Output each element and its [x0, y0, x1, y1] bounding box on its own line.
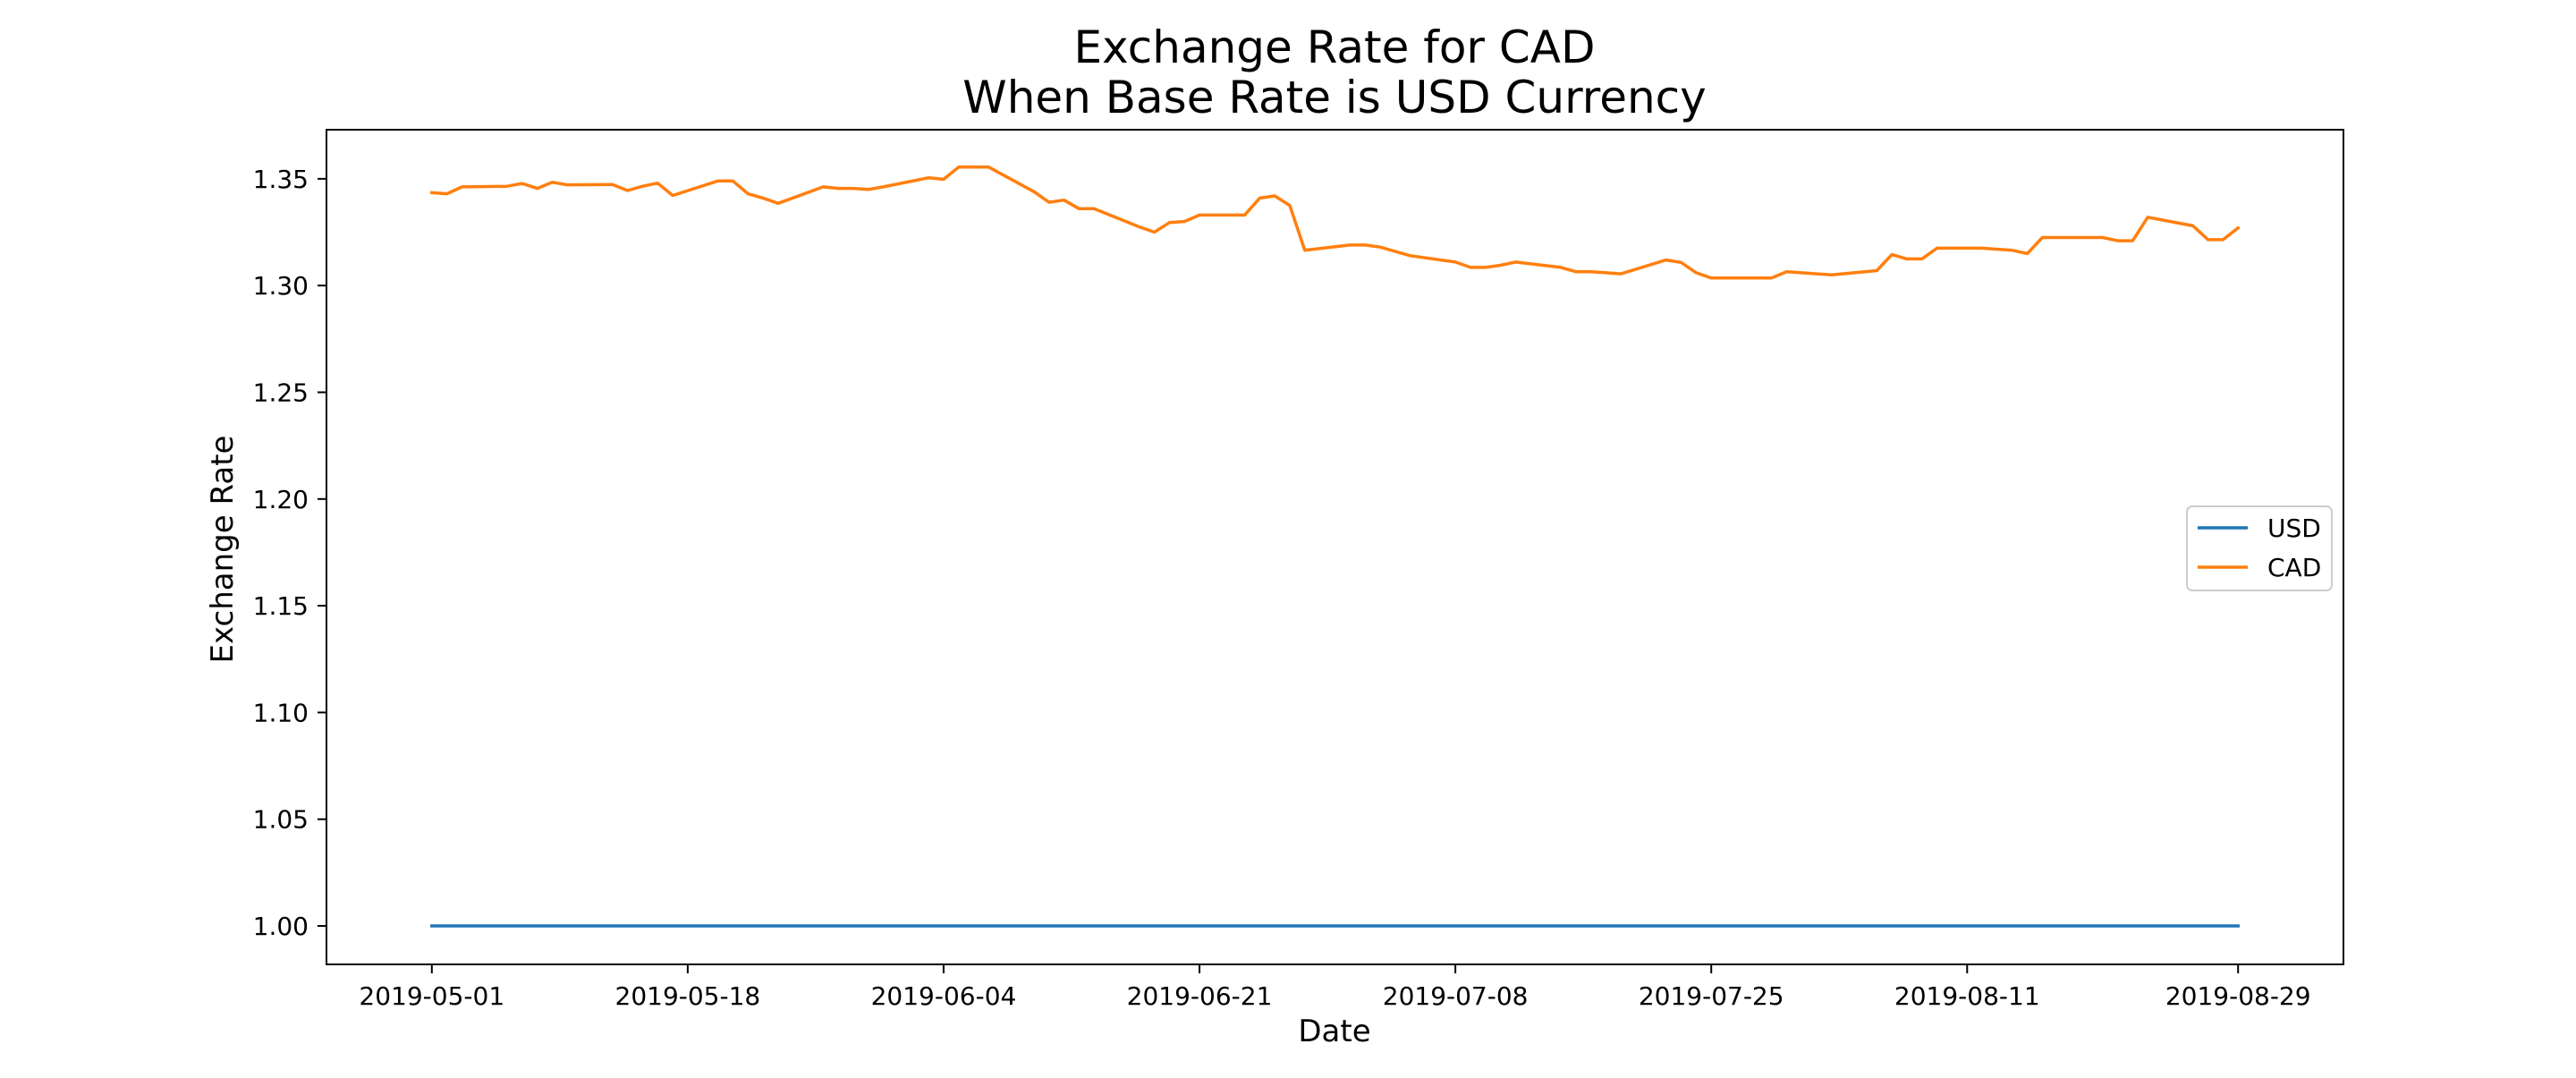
series-line-cad [429, 166, 2241, 280]
legend: USD CAD [2186, 505, 2333, 591]
chart-subtitle: When Base Rate is USD Currency [962, 72, 1707, 123]
x-tick-label: 2019-07-08 [1383, 981, 1529, 1011]
x-tick-label: 2019-06-21 [1127, 981, 1273, 1011]
y-tick-label: 1.15 [253, 591, 309, 621]
legend-label-cad: CAD [2267, 553, 2321, 582]
x-tick-label: 2019-08-11 [1894, 981, 2040, 1011]
legend-label-usd: USD [2267, 514, 2321, 543]
x-tick-label: 2019-05-01 [359, 981, 504, 1011]
y-tick-label: 1.10 [253, 698, 309, 727]
y-tick-label: 1.20 [253, 485, 309, 514]
y-tick-label: 1.00 [253, 912, 309, 941]
y-axis-label: Exchange Rate [205, 436, 241, 664]
plot-area: 2019-05-01 2019-05-18 2019-06-04 2019-06-21… [253, 129, 2344, 1011]
x-tick-label: 2019-08-29 [2165, 981, 2311, 1011]
y-tick-label: 1.25 [253, 378, 309, 408]
y-tick-label: 1.35 [253, 165, 309, 194]
plot-frame [326, 129, 2344, 965]
chart-title: Exchange Rate for CAD [1073, 21, 1595, 73]
x-tick-label: 2019-06-04 [871, 981, 1017, 1011]
x-axis-label: Date [1298, 1014, 1370, 1049]
x-tick-label: 2019-05-18 [615, 981, 761, 1011]
x-tick-label: 2019-07-25 [1639, 981, 1784, 1011]
y-tick-label: 1.05 [253, 805, 309, 835]
y-tick-label: 1.30 [253, 271, 309, 301]
